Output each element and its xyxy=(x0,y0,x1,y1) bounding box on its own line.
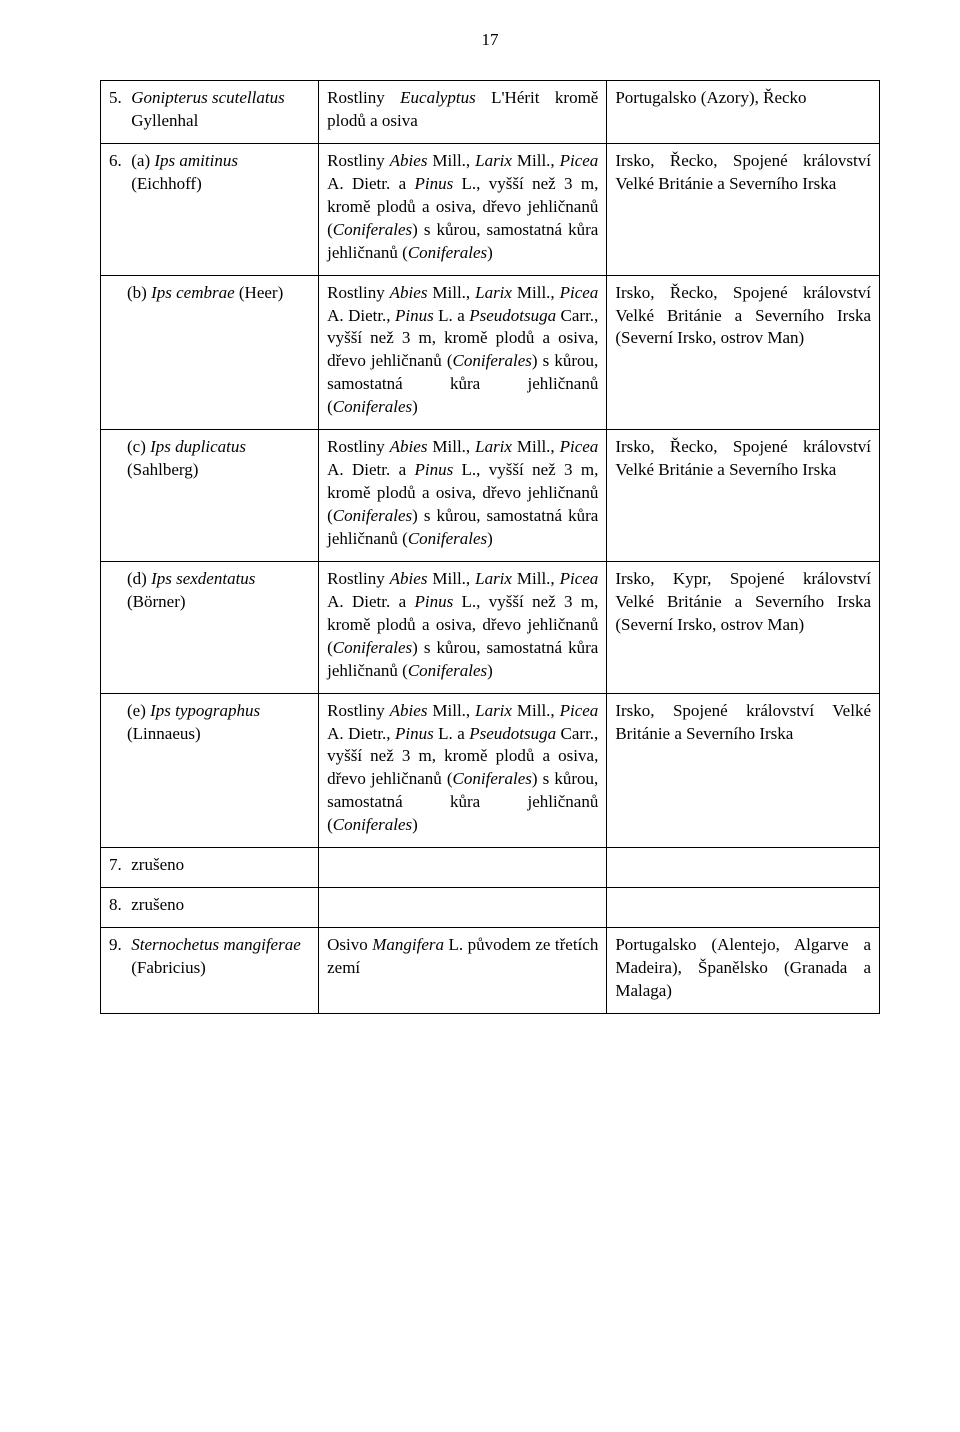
cell-organism: (c) Ips duplicatus (Sahlberg) xyxy=(101,430,319,562)
cell-organism: 5. Gonipterus scutellatus Gyllenhal xyxy=(101,81,319,144)
cell-subject: Rostliny Abies Mill., Larix Mill., Picea… xyxy=(319,693,607,848)
table-row: 8. zrušeno xyxy=(101,888,880,928)
table-row: 5. Gonipterus scutellatus GyllenhalRostl… xyxy=(101,81,880,144)
page-number: 17 xyxy=(100,30,880,50)
cell-subject: Osivo Mangifera L. původem ze třetích ze… xyxy=(319,928,607,1014)
page: 17 5. Gonipterus scutellatus GyllenhalRo… xyxy=(0,0,960,1432)
table-row: 6. (a) Ips amitinus (Eichhoff)Rostliny A… xyxy=(101,143,880,275)
cell-organism: 7. zrušeno xyxy=(101,848,319,888)
cell-zone: Irsko, Řecko, Spojené království Velké B… xyxy=(607,430,880,562)
cell-organism: 6. (a) Ips amitinus (Eichhoff) xyxy=(101,143,319,275)
table-row: (b) Ips cembrae (Heer)Rostliny Abies Mil… xyxy=(101,275,880,430)
cell-subject: Rostliny Abies Mill., Larix Mill., Picea… xyxy=(319,561,607,693)
table-row: 7. zrušeno xyxy=(101,848,880,888)
cell-organism: (d) Ips sexdentatus (Börner) xyxy=(101,561,319,693)
cell-subject: Rostliny Abies Mill., Larix Mill., Picea… xyxy=(319,430,607,562)
cell-subject: Rostliny Abies Mill., Larix Mill., Picea… xyxy=(319,143,607,275)
table-row: (e) Ips typographus (Linnaeus)Rostliny A… xyxy=(101,693,880,848)
cell-subject xyxy=(319,888,607,928)
cell-organism: (e) Ips typographus (Linnaeus) xyxy=(101,693,319,848)
cell-zone: Portugalsko (Alentejo, Algarve a Madeira… xyxy=(607,928,880,1014)
cell-subject: Rostliny Abies Mill., Larix Mill., Picea… xyxy=(319,275,607,430)
cell-subject xyxy=(319,848,607,888)
cell-organism: 8. zrušeno xyxy=(101,888,319,928)
cell-organism: 9. Sternochetus mangiferae (Fabricius) xyxy=(101,928,319,1014)
cell-zone: Irsko, Řecko, Spojené království Velké B… xyxy=(607,275,880,430)
cell-zone: Irsko, Spojené království Velké Británie… xyxy=(607,693,880,848)
cell-zone: Irsko, Kypr, Spojené království Velké Br… xyxy=(607,561,880,693)
cell-zone: Portugalsko (Azory), Řecko xyxy=(607,81,880,144)
table-row: 9. Sternochetus mangiferae (Fabricius)Os… xyxy=(101,928,880,1014)
table-row: (d) Ips sexdentatus (Börner)Rostliny Abi… xyxy=(101,561,880,693)
cell-zone xyxy=(607,888,880,928)
table-row: (c) Ips duplicatus (Sahlberg)Rostliny Ab… xyxy=(101,430,880,562)
cell-zone xyxy=(607,848,880,888)
cell-zone: Irsko, Řecko, Spojené království Velké B… xyxy=(607,143,880,275)
cell-organism: (b) Ips cembrae (Heer) xyxy=(101,275,319,430)
cell-subject: Rostliny Eucalyptus L'Hérit kromě plodů … xyxy=(319,81,607,144)
main-table: 5. Gonipterus scutellatus GyllenhalRostl… xyxy=(100,80,880,1014)
